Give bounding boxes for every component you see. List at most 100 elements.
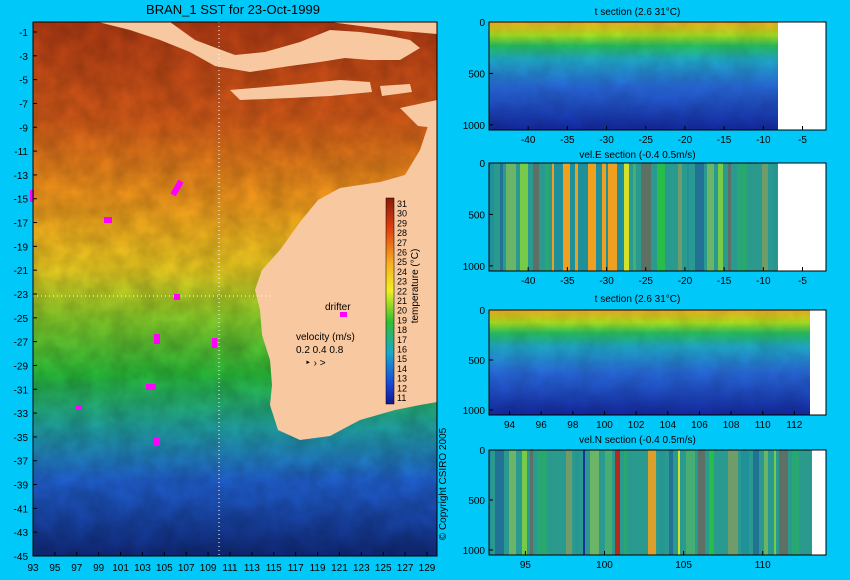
- colorbar-tick-label: 27: [397, 238, 407, 248]
- section-x-tick-label: 102: [628, 420, 645, 431]
- velocity-scale: 0.2 0.4 0.8: [296, 345, 344, 356]
- drifters: [30, 179, 347, 446]
- section-y-tick-label: 1000: [463, 121, 486, 132]
- colorbar-tick-label: 28: [397, 228, 407, 238]
- section-stripe: [687, 163, 689, 271]
- section-y-tick-label: 0: [479, 18, 485, 29]
- section-x-tick-label: 110: [755, 420, 771, 431]
- map-x-tick-label: 101: [112, 563, 129, 574]
- section-stripe: [520, 163, 528, 271]
- section-frame: [488, 21, 827, 131]
- drifter-marker: [76, 405, 82, 410]
- section-stripe: [624, 163, 629, 271]
- map-y-tick-label: -41: [14, 504, 29, 515]
- section-field: [489, 450, 826, 555]
- section-x-tick-label: 108: [723, 420, 740, 431]
- section-stripe: [596, 163, 602, 271]
- section-stripe: [563, 163, 570, 271]
- map-x-axis: 93 95 97 99 101 103 105 107 109 111 113 115 117 119 12…: [27, 552, 436, 574]
- map-y-tick-label: -29: [14, 361, 29, 372]
- section-stripe: [575, 163, 578, 271]
- section-land-mask: [778, 163, 826, 271]
- section-x-tick-label: -25: [639, 276, 654, 287]
- map-y-tick-label: -9: [19, 123, 28, 134]
- section-stripe: [530, 450, 533, 555]
- section-y-tick-label: 500: [468, 210, 485, 221]
- section-panel: t section (2.6 31°C) 0 500 1000 -40 -35 -30 -25…: [463, 7, 827, 146]
- section-frame: [488, 162, 827, 272]
- section-x-tick-label: -35: [560, 276, 575, 287]
- section-x-tick-label: -5: [798, 135, 807, 146]
- map-y-tick-label: -33: [14, 409, 29, 420]
- map-x-tick-label: 111: [222, 563, 238, 574]
- section-x-tick-label: -15: [717, 276, 732, 287]
- map-title: BRAN_1 SST for 23-Oct-1999: [146, 2, 320, 17]
- section-stripe: [602, 163, 606, 271]
- colorbar-tick-label: 23: [397, 277, 407, 287]
- section-stripe: [774, 450, 776, 555]
- map-frame: [32, 21, 438, 557]
- section-stripe: [668, 163, 674, 271]
- section-x-tick-label: -30: [599, 135, 614, 146]
- section-stripe: [698, 450, 705, 555]
- map-x-tick-label: 121: [331, 563, 348, 574]
- colorbar-tick-label: 11: [397, 393, 406, 403]
- section-title: vel.E section (-0.4 0.5m/s): [579, 150, 695, 161]
- colorbar-tick-label: 15: [397, 354, 407, 364]
- section-stripe: [545, 163, 549, 271]
- section-frame: [488, 309, 827, 416]
- section-x-tick-label: 96: [536, 420, 548, 431]
- colorbar-tick-label: 31: [397, 199, 407, 209]
- section-x-tick-label: -20: [678, 276, 693, 287]
- section-stripe: [678, 163, 682, 271]
- colorbar-ticks: 3130292827262524232221201918171615141312…: [397, 199, 407, 403]
- colorbar-tick-label: 12: [397, 383, 407, 393]
- section-stripe: [588, 163, 596, 271]
- section-stripe: [779, 450, 788, 555]
- map-y-tick-label: -1: [19, 28, 28, 39]
- section-stripe: [533, 163, 539, 271]
- section-x-tick-label: 100: [596, 560, 613, 571]
- section-stripe: [737, 163, 747, 271]
- section-panel: t section (2.6 31°C) 0 500 1000 94 96 98 100 102…: [463, 294, 827, 431]
- map-y-tick-label: -27: [14, 338, 29, 349]
- map-y-tick-label: -11: [14, 147, 28, 158]
- section-title: t section (2.6 31°C): [595, 7, 681, 18]
- map-y-tick-label: -19: [14, 242, 29, 253]
- section-stripe: [608, 163, 617, 271]
- section-x-tick-label: -5: [798, 276, 807, 287]
- map-x-tick-label: 125: [375, 563, 392, 574]
- section-x-tick-label: -15: [717, 135, 732, 146]
- section-stripe: [522, 450, 527, 555]
- section-stripe: [624, 450, 627, 555]
- section-stripe: [633, 163, 636, 271]
- section-stripe: [566, 450, 572, 555]
- section-stripe: [709, 450, 714, 555]
- drifter-marker: [154, 334, 160, 344]
- section-stripe: [669, 450, 673, 555]
- map-y-tick-label: -23: [14, 290, 29, 301]
- map-x-tick-label: 97: [71, 563, 83, 574]
- section-stripe: [773, 163, 777, 271]
- land-papua: [400, 100, 437, 128]
- section-stripe: [719, 450, 722, 555]
- section-land-mask: [778, 22, 826, 130]
- section-y-tick-label: 1000: [463, 546, 486, 557]
- map-y-tick-label: -5: [19, 76, 28, 87]
- section-y-tick-label: 0: [479, 159, 485, 170]
- section-x-tick-label: -30: [599, 276, 614, 287]
- section-x-tick-label: 100: [596, 420, 613, 431]
- section-stripe: [804, 450, 809, 555]
- section-x-tick-label: 105: [675, 560, 692, 571]
- section-panel: vel.N section (-0.4 0.5m/s) 0 500 1000 95 100…: [463, 435, 827, 571]
- section-stripe: [728, 450, 738, 555]
- section-stripe: [500, 163, 503, 271]
- section-stripe: [750, 163, 758, 271]
- map-x-tick-label: 109: [200, 563, 217, 574]
- drifter-marker: [154, 438, 160, 446]
- section-x-tick-label: 112: [786, 420, 802, 431]
- section-land-mask: [810, 310, 826, 415]
- section-stripe: [741, 450, 749, 555]
- map-y-tick-label: -3: [19, 52, 28, 63]
